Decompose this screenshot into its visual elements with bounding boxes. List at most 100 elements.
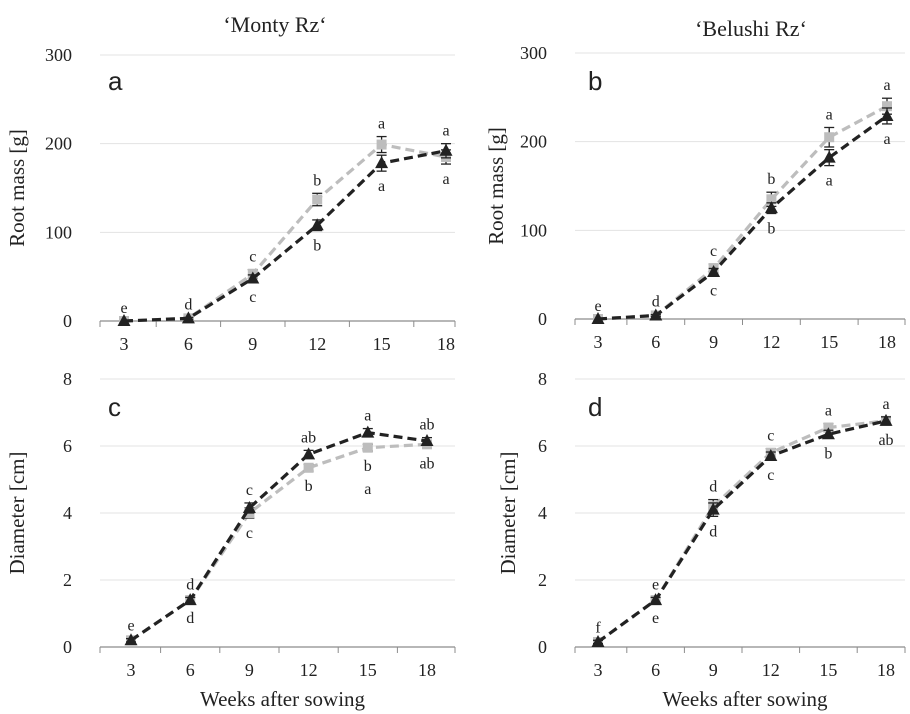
- data-point: [591, 634, 605, 647]
- data-point: [766, 194, 777, 205]
- y-tick-label: 8: [63, 369, 72, 389]
- series-line: [123, 142, 447, 323]
- significance-label: c: [249, 289, 256, 306]
- significance-label: a: [826, 173, 833, 190]
- data-point: [310, 218, 324, 231]
- significance-label: d: [709, 523, 717, 540]
- series-line: [597, 419, 887, 644]
- x-tick-label: 15: [819, 660, 837, 680]
- x-tick-label: 15: [820, 332, 838, 352]
- panel-letter: b: [588, 66, 602, 96]
- significance-label: a: [882, 396, 889, 413]
- significance-label: ab: [419, 455, 434, 472]
- significance-label: c: [767, 428, 774, 445]
- significance-label: a: [442, 171, 449, 188]
- x-tick-label: 9: [245, 660, 254, 680]
- significance-label: b: [767, 220, 775, 237]
- data-point: [591, 312, 605, 324]
- series-square: f e d c a a: [593, 396, 891, 647]
- significance-label: a: [883, 77, 890, 94]
- x-tick-label: 9: [709, 332, 718, 352]
- x-tick-label: 15: [359, 660, 377, 680]
- data-point: [649, 593, 663, 606]
- y-axis-label: Diameter [cm]: [496, 451, 520, 574]
- y-tick-label: 100: [45, 222, 72, 242]
- data-point: [764, 201, 778, 214]
- significance-label: b: [824, 445, 832, 462]
- x-tick-label: 18: [878, 332, 896, 352]
- data-point: [824, 132, 835, 143]
- significance-label: e: [652, 576, 659, 593]
- y-axis-label: Diameter [cm]: [5, 451, 29, 574]
- data-point: [362, 442, 373, 453]
- x-tick-label: 3: [594, 332, 603, 352]
- x-tick-label: 18: [877, 660, 895, 680]
- series-line: [130, 430, 428, 642]
- x-tick-label: 6: [184, 334, 193, 354]
- series-square: e d c b b ab: [126, 439, 435, 646]
- x-tick-label: 15: [373, 334, 391, 354]
- significance-label: a: [883, 131, 890, 148]
- significance-label: a: [378, 116, 385, 133]
- series-line: [130, 442, 428, 642]
- panel-letter: a: [108, 66, 123, 96]
- y-tick-label: 0: [538, 309, 547, 329]
- significance-label: a: [364, 408, 371, 425]
- y-tick-label: 8: [538, 369, 547, 389]
- y-tick-label: 2: [538, 570, 547, 590]
- data-point: [117, 314, 131, 326]
- column-title-belushi: ‘Belushi Rz‘: [695, 16, 807, 41]
- significance-label: b: [364, 458, 372, 475]
- y-tick-label: 6: [63, 436, 72, 456]
- x-tick-label: 12: [300, 660, 318, 680]
- significance-label: d: [709, 479, 717, 496]
- series-line: [597, 419, 887, 644]
- significance-label: e: [127, 618, 134, 635]
- data-point: [242, 500, 256, 513]
- significance-label: a: [442, 123, 449, 140]
- data-point: [181, 311, 195, 324]
- panel-c: 0 2 4 6 8 3 6 9 12 15 18 Diameter [cm] Weeks after s…: [5, 369, 456, 711]
- x-axis-label: Weeks after sowing: [200, 687, 366, 711]
- significance-label: d: [184, 296, 192, 313]
- x-axis-label: Weeks after sowing: [662, 687, 828, 711]
- x-tick-label: 18: [418, 660, 436, 680]
- significance-label: ab: [419, 417, 434, 434]
- x-tick-label: 9: [248, 334, 257, 354]
- significance-label: d: [652, 294, 660, 311]
- significance-label: c: [246, 525, 253, 542]
- significance-label: a: [825, 403, 832, 420]
- x-tick-label: 3: [594, 660, 603, 680]
- x-tick-label: 12: [762, 660, 780, 680]
- y-tick-label: 200: [45, 134, 72, 154]
- x-tick-label: 6: [651, 332, 660, 352]
- data-point: [822, 150, 836, 163]
- significance-label: e: [594, 298, 601, 315]
- x-tick-label: 18: [437, 334, 455, 354]
- significance-label: c: [767, 467, 774, 484]
- significance-label: a: [378, 178, 385, 195]
- series-line: [123, 149, 447, 323]
- data-point: [420, 433, 434, 446]
- x-tick-label: 3: [120, 334, 129, 354]
- series-square: e d c b a a: [119, 116, 451, 326]
- x-tick-label: 12: [762, 332, 780, 352]
- y-tick-label: 300: [520, 43, 547, 63]
- data-point: [303, 462, 314, 473]
- significance-label: c: [710, 283, 717, 300]
- data-point: [312, 194, 323, 205]
- significance-label: b: [305, 478, 313, 495]
- y-tick-label: 6: [538, 436, 547, 456]
- series-triangle: e d c b ab: [591, 413, 894, 647]
- data-point: [821, 427, 835, 440]
- significance-label: d: [186, 576, 194, 593]
- y-axis-label: Root mass [g]: [484, 127, 508, 245]
- significance-label: b: [313, 238, 321, 255]
- y-tick-label: 4: [63, 503, 72, 523]
- significance-label: c: [246, 482, 253, 499]
- data-point: [361, 425, 375, 438]
- series-triangle: d c ab a ab: [124, 408, 435, 646]
- data-point: [879, 413, 893, 426]
- data-point: [375, 156, 389, 169]
